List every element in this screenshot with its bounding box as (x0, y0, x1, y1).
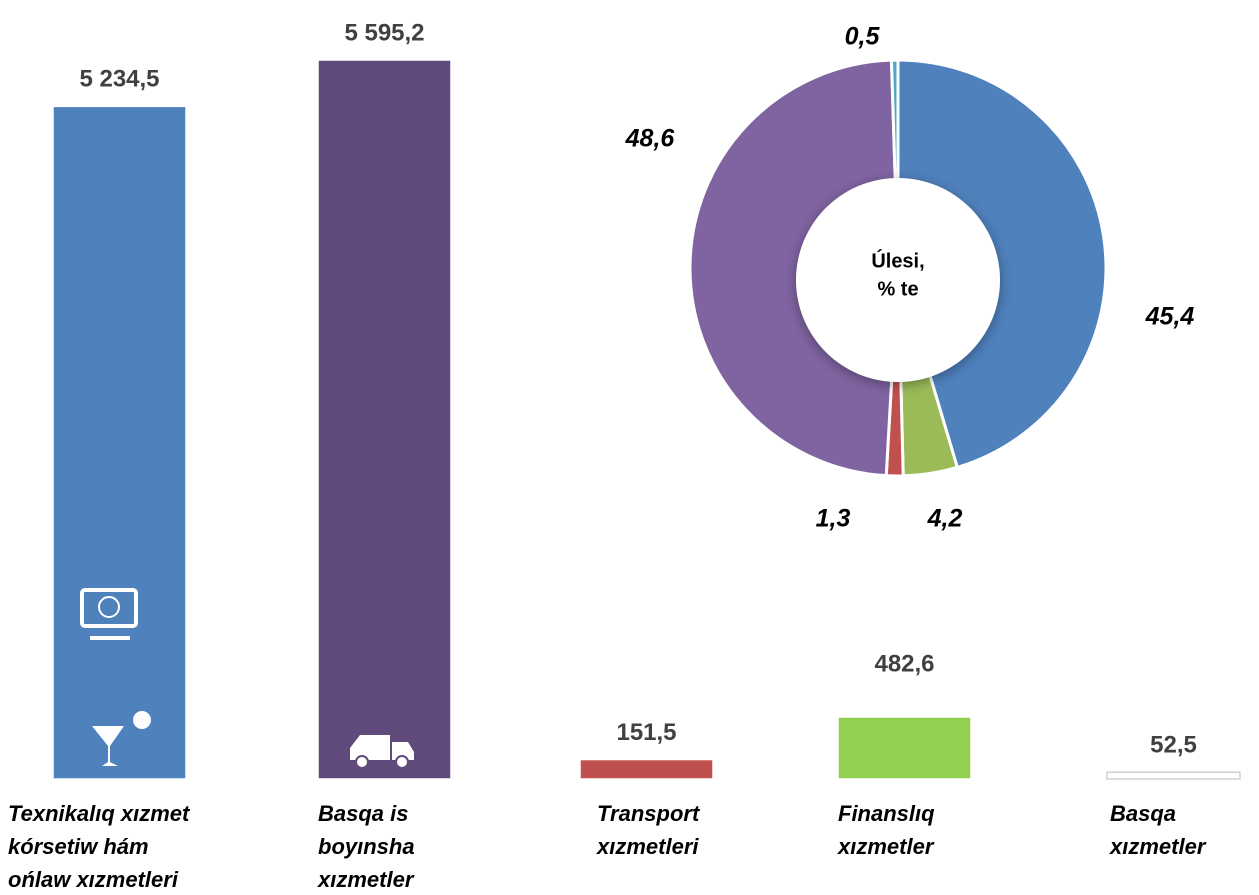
cocktail-fruit (133, 711, 151, 729)
category-label: Texnikalıq xızmet (8, 801, 191, 826)
slice-label: 48,6 (625, 125, 676, 153)
category-label: xızmetler (317, 867, 415, 892)
category-label: Basqa (1110, 801, 1176, 826)
icons (80, 588, 414, 769)
slice-label: 1,3 (816, 505, 851, 533)
monitor-stand (90, 636, 130, 640)
bar (317, 59, 452, 780)
value-label: 52,5 (1150, 732, 1197, 759)
monitor-icon (80, 588, 138, 628)
bar (579, 758, 714, 780)
category-label: ońlaw xızmetleri (8, 867, 179, 892)
slice-label: 45,4 (1145, 303, 1195, 331)
cocktail-icon (92, 726, 124, 766)
truck-wheel (395, 755, 409, 769)
category-label: xızmetler (837, 834, 935, 859)
center-text: % te (877, 278, 918, 300)
value-label: 482,6 (874, 650, 934, 677)
value-label: 5 595,2 (344, 19, 424, 46)
category-label: kórsetiw hám (8, 834, 149, 859)
donut-chart: 45,4 4,2 1,3 48,6 0,5 Úlesi, % te (625, 23, 1195, 533)
truck-wheel (355, 755, 369, 769)
category-label: Basqa is (318, 801, 409, 826)
bar (52, 105, 187, 780)
category-label: Transport (597, 801, 701, 826)
center-text: Úlesi, (871, 248, 924, 272)
bar (1106, 771, 1241, 780)
category-label: xızmetler (1109, 834, 1207, 859)
category-label: xızmetleri (596, 834, 699, 859)
bar-chart: 5 234,5 Texnikalıq xızmet kórsetiw hám ońla… (8, 19, 1241, 892)
slice-label: 0,5 (845, 23, 881, 51)
value-label: 151,5 (616, 719, 676, 746)
pie-slice (688, 58, 900, 478)
donut-hole (796, 178, 1000, 382)
category-label: boyınsha (318, 834, 415, 859)
value-label: 5 234,5 (79, 66, 159, 93)
truck-icon (350, 735, 414, 760)
bar (837, 716, 972, 780)
globe-icon (98, 596, 120, 618)
slice-label: 4,2 (927, 505, 963, 533)
category-label: Finanslıq (838, 801, 935, 826)
